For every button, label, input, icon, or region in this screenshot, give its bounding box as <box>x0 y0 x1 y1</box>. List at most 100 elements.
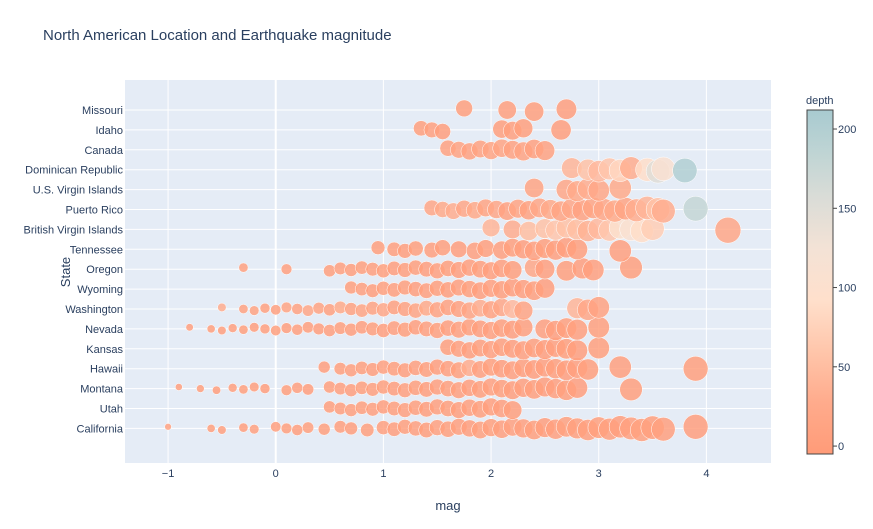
data-point <box>344 421 358 436</box>
data-point <box>238 422 249 433</box>
data-point <box>566 339 588 362</box>
data-point <box>280 384 293 396</box>
colorbar-tick-label: 100 <box>838 283 856 295</box>
data-point <box>323 400 336 414</box>
data-point <box>323 324 336 337</box>
y-tick-label: Tennessee <box>70 244 123 256</box>
data-point <box>302 383 315 396</box>
colorbar-gradient <box>806 109 834 455</box>
y-tick-label: Utah <box>100 404 123 416</box>
data-point <box>566 377 588 399</box>
data-point <box>259 323 271 335</box>
data-point <box>434 123 451 140</box>
data-point <box>682 196 709 222</box>
data-point <box>238 384 249 395</box>
y-tick-label: U.S. Virgin Islands <box>33 185 124 197</box>
y-tick-label: Oregon <box>86 264 123 276</box>
data-point <box>534 140 555 161</box>
data-point <box>212 385 221 395</box>
x-tick-label: 4 <box>703 468 709 480</box>
x-tick-label: 2 <box>488 468 494 480</box>
x-tick-labels: −1 0 1 2 3 4 <box>162 468 710 480</box>
data-point <box>302 304 315 317</box>
data-point <box>312 301 326 315</box>
data-point <box>217 425 227 435</box>
data-point <box>238 262 249 273</box>
data-point <box>323 264 336 278</box>
data-point <box>317 360 331 374</box>
data-point <box>291 303 304 315</box>
data-point <box>651 417 676 442</box>
y-tick-label: British Virgin Islands <box>24 224 124 236</box>
y-tick-label: Idaho <box>95 125 123 137</box>
colorbar-tick-label: 200 <box>838 124 856 136</box>
data-point <box>481 218 501 237</box>
colorbar-tick-label: 50 <box>838 362 850 374</box>
data-point <box>185 323 194 332</box>
data-point <box>608 355 632 379</box>
data-point <box>249 305 260 316</box>
data-point <box>587 336 610 360</box>
data-point <box>217 325 227 336</box>
y-tick-label: Montana <box>80 384 124 396</box>
data-point <box>270 421 282 433</box>
data-point <box>513 118 534 139</box>
y-tick-label: Hawaii <box>90 364 123 376</box>
data-point <box>534 259 555 280</box>
data-point <box>407 240 424 257</box>
y-tick-label: Missouri <box>82 105 123 117</box>
y-tick-label: Dominican Republic <box>25 165 123 177</box>
data-point <box>249 424 260 435</box>
data-point <box>503 260 523 280</box>
data-point <box>291 381 304 394</box>
data-point <box>450 240 468 258</box>
data-point <box>555 98 577 120</box>
data-point <box>566 238 588 260</box>
data-point <box>672 158 698 183</box>
data-point <box>259 302 271 314</box>
data-point <box>682 356 709 382</box>
data-points <box>164 98 742 442</box>
y-tick-label: Wyoming <box>77 284 123 296</box>
data-point <box>291 424 304 436</box>
x-tick-label: 3 <box>596 468 602 480</box>
data-point <box>566 319 588 341</box>
y-tick-label: California <box>77 423 124 435</box>
data-point <box>227 383 238 393</box>
data-point <box>249 381 260 393</box>
data-point <box>503 400 523 420</box>
y-tick-label: Puerto Rico <box>66 205 123 217</box>
data-point <box>455 99 473 118</box>
y-tick-labels: California Utah Montana Hawaii Kansas Nevada W… <box>24 105 124 435</box>
data-point <box>476 239 495 258</box>
data-point <box>280 422 293 435</box>
data-point <box>280 263 293 275</box>
data-point <box>587 179 610 202</box>
data-point <box>259 383 271 394</box>
y-axis-label: State <box>58 257 73 287</box>
data-point <box>651 156 676 182</box>
data-point <box>249 322 260 333</box>
data-point <box>524 178 545 198</box>
data-point <box>270 325 282 336</box>
data-point <box>360 422 375 438</box>
data-point <box>175 383 183 391</box>
data-point <box>534 278 555 299</box>
data-point <box>302 421 315 434</box>
data-point <box>238 324 249 335</box>
data-point <box>577 358 599 381</box>
data-point <box>524 101 545 122</box>
colorbar: depth 0 50 100 150 200 <box>806 95 856 455</box>
data-point <box>280 301 293 314</box>
data-point <box>317 422 331 436</box>
data-point <box>206 424 216 433</box>
data-point <box>280 322 293 334</box>
data-point <box>651 198 676 224</box>
data-point <box>619 377 643 401</box>
x-tick-label: −1 <box>162 468 175 480</box>
data-point <box>608 239 632 263</box>
data-point <box>323 303 336 317</box>
data-point <box>370 240 386 255</box>
